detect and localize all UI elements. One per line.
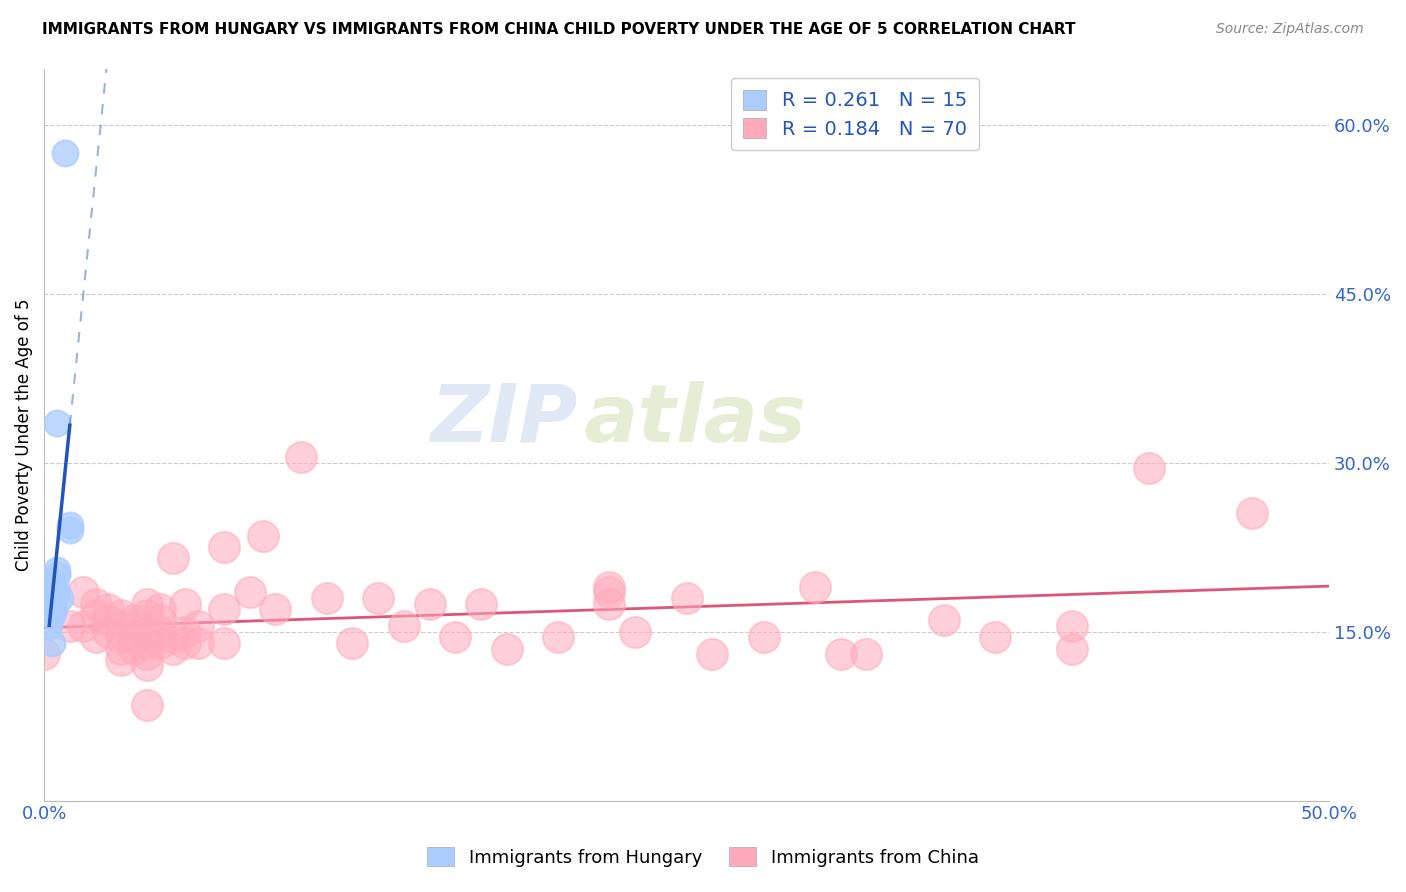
- Legend: R = 0.261   N = 15, R = 0.184   N = 70: R = 0.261 N = 15, R = 0.184 N = 70: [731, 78, 979, 151]
- Point: [59, 524, 82, 538]
- Point: [162, 630, 184, 644]
- Point: [162, 551, 184, 566]
- Text: atlas: atlas: [583, 381, 807, 458]
- Point: [110, 641, 132, 656]
- Point: [264, 602, 287, 616]
- Point: [252, 529, 274, 543]
- Point: [38, 619, 60, 633]
- Point: [46, 568, 69, 582]
- Point: [122, 630, 145, 644]
- Point: [97, 602, 120, 616]
- Point: [110, 607, 132, 622]
- Point: [135, 607, 157, 622]
- Point: [149, 614, 172, 628]
- Point: [598, 580, 620, 594]
- Point: [41, 636, 63, 650]
- Point: [84, 607, 107, 622]
- Point: [32, 647, 55, 661]
- Point: [135, 624, 157, 639]
- Point: [174, 624, 197, 639]
- Point: [84, 630, 107, 644]
- Point: [122, 614, 145, 628]
- Point: [1060, 641, 1083, 656]
- Point: [702, 647, 724, 661]
- Point: [97, 624, 120, 639]
- Point: [290, 450, 312, 464]
- Text: IMMIGRANTS FROM HUNGARY VS IMMIGRANTS FROM CHINA CHILD POVERTY UNDER THE AGE OF : IMMIGRANTS FROM HUNGARY VS IMMIGRANTS FR…: [42, 22, 1076, 37]
- Point: [624, 624, 647, 639]
- Point: [855, 647, 877, 661]
- Point: [135, 597, 157, 611]
- Point: [367, 591, 389, 605]
- Point: [84, 597, 107, 611]
- Point: [135, 636, 157, 650]
- Point: [187, 636, 209, 650]
- Point: [110, 619, 132, 633]
- Text: ZIP: ZIP: [430, 381, 578, 458]
- Point: [46, 563, 69, 577]
- Y-axis label: Child Poverty Under the Age of 5: Child Poverty Under the Age of 5: [15, 298, 32, 571]
- Point: [53, 146, 76, 161]
- Point: [984, 630, 1007, 644]
- Point: [174, 636, 197, 650]
- Point: [44, 580, 66, 594]
- Point: [495, 641, 517, 656]
- Point: [110, 630, 132, 644]
- Point: [41, 597, 63, 611]
- Legend: Immigrants from Hungary, Immigrants from China: Immigrants from Hungary, Immigrants from…: [420, 840, 986, 874]
- Point: [1060, 619, 1083, 633]
- Point: [547, 630, 569, 644]
- Point: [598, 597, 620, 611]
- Point: [41, 574, 63, 588]
- Point: [932, 614, 955, 628]
- Point: [41, 607, 63, 622]
- Point: [135, 658, 157, 673]
- Point: [135, 647, 157, 661]
- Point: [44, 602, 66, 616]
- Point: [122, 619, 145, 633]
- Point: [46, 417, 69, 431]
- Point: [1137, 461, 1160, 475]
- Point: [1240, 507, 1263, 521]
- Point: [72, 585, 94, 599]
- Point: [187, 619, 209, 633]
- Point: [342, 636, 364, 650]
- Point: [162, 641, 184, 656]
- Point: [598, 585, 620, 599]
- Point: [149, 636, 172, 650]
- Point: [444, 630, 467, 644]
- Point: [149, 602, 172, 616]
- Point: [149, 624, 172, 639]
- Point: [830, 647, 852, 661]
- Point: [470, 597, 492, 611]
- Point: [97, 614, 120, 628]
- Point: [72, 619, 94, 633]
- Text: Source: ZipAtlas.com: Source: ZipAtlas.com: [1216, 22, 1364, 37]
- Point: [752, 630, 775, 644]
- Point: [122, 641, 145, 656]
- Point: [110, 653, 132, 667]
- Point: [212, 636, 235, 650]
- Point: [59, 619, 82, 633]
- Point: [315, 591, 337, 605]
- Point: [135, 698, 157, 712]
- Point: [174, 597, 197, 611]
- Point: [419, 597, 441, 611]
- Point: [48, 591, 70, 605]
- Point: [59, 517, 82, 532]
- Point: [46, 585, 69, 599]
- Point: [804, 580, 827, 594]
- Point: [675, 591, 697, 605]
- Point: [212, 540, 235, 554]
- Point: [239, 585, 262, 599]
- Point: [212, 602, 235, 616]
- Point: [392, 619, 415, 633]
